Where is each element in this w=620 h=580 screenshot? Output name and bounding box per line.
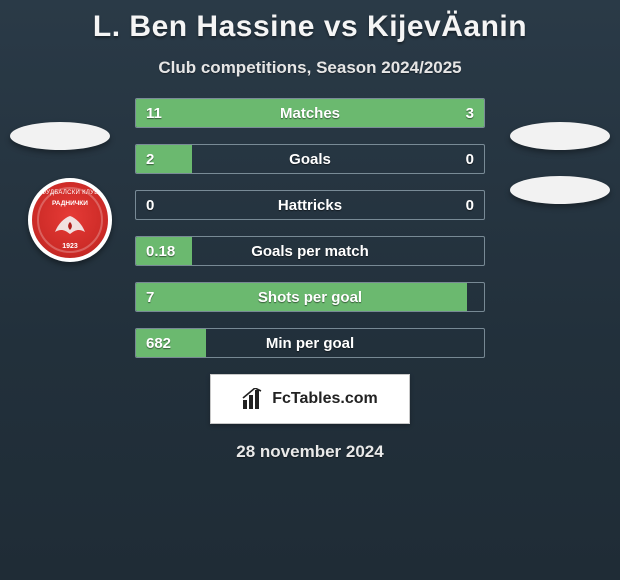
- brand-box: FcTables.com: [210, 374, 410, 424]
- stat-row: 11Matches3: [135, 98, 485, 128]
- brand-text: FcTables.com: [272, 390, 378, 408]
- stat-label: Shots per goal: [136, 283, 484, 311]
- stat-right-value: 0: [466, 145, 474, 173]
- page-title: L. Ben Hassine vs KijevÄanin: [0, 0, 620, 44]
- stat-label: Goals per match: [136, 237, 484, 265]
- badge-mid-text: РАДНИЧКИ: [52, 200, 88, 207]
- stat-label: Hattricks: [136, 191, 484, 219]
- stat-row: 0Hattricks0: [135, 190, 485, 220]
- stat-row: 682Min per goal: [135, 328, 485, 358]
- player-left-avatar-placeholder: [10, 122, 110, 150]
- club-left-badge: ФУДБАЛСКИ КЛУБ РАДНИЧКИ 1923: [28, 178, 112, 262]
- stat-row: 7Shots per goal: [135, 282, 485, 312]
- comparison-bars: 11Matches32Goals00Hattricks00.18Goals pe…: [135, 98, 485, 358]
- player-right-avatar-placeholder: [510, 122, 610, 150]
- eagle-icon: [50, 212, 90, 242]
- bars-icon: [242, 388, 266, 410]
- stat-label: Min per goal: [136, 329, 484, 357]
- stat-row: 2Goals0: [135, 144, 485, 174]
- stat-label: Goals: [136, 145, 484, 173]
- stat-row: 0.18Goals per match: [135, 236, 485, 266]
- club-right-badge-placeholder: [510, 176, 610, 204]
- stat-right-value: 0: [466, 191, 474, 219]
- page-subtitle: Club competitions, Season 2024/2025: [0, 58, 620, 78]
- date-text: 28 november 2024: [0, 442, 620, 462]
- stat-label: Matches: [136, 99, 484, 127]
- badge-year: 1923: [62, 243, 78, 250]
- stat-right-value: 3: [466, 99, 474, 127]
- badge-top-text: ФУДБАЛСКИ КЛУБ: [42, 190, 99, 196]
